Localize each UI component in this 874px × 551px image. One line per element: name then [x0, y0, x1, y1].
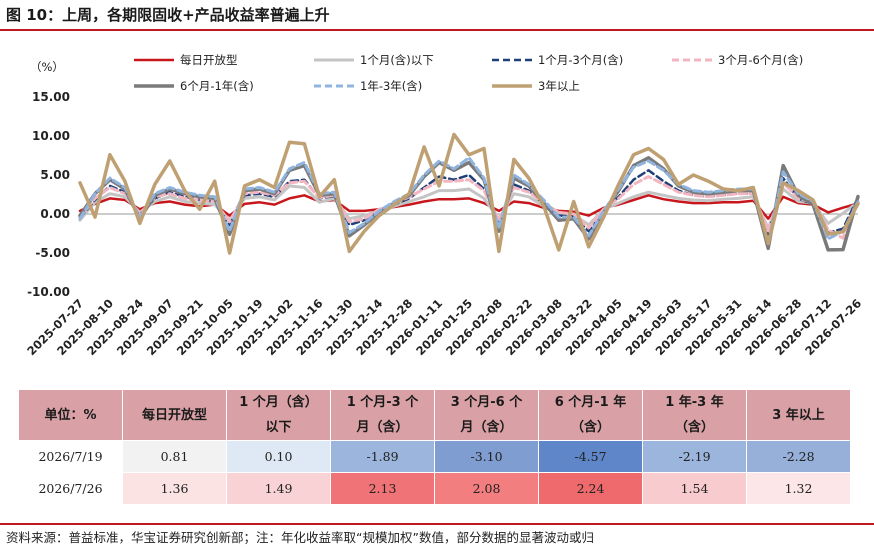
y-tick-label: 5.00 [40, 168, 70, 182]
title-rule [0, 29, 874, 31]
legend-label-5: 1年-3年(含) [360, 79, 422, 93]
header-1y-3y: 1 年-3 年（含） [642, 389, 747, 441]
legend-label-2: 1个月-3个月(含) [538, 53, 623, 67]
table-cell: 2.08 [434, 472, 539, 505]
series-line-3 [78, 175, 860, 240]
x-axis-ticks: 2025-07-272025-08-102025-08-242025-09-07… [24, 296, 864, 358]
table-cell: 2.13 [330, 472, 435, 505]
header-6m-1y: 6 个月-1 年（含） [538, 389, 643, 441]
y-tick-label: 10.00 [32, 129, 70, 143]
footnote: 资料来源：普益标准，华宝证券研究创新部；注：年化收益率取“规模加权”数值，部分数… [6, 530, 594, 545]
table-header-row: 单位：% 每日开放型 1 个月（含） 以下 1 个月-3 个月（含） 3 个月-6… [18, 389, 851, 441]
table-cell: 0.81 [122, 440, 227, 473]
legend-label-0: 每日开放型 [180, 53, 238, 67]
y-axis-ticks: 15.00 10.00 5.00 0.00 -5.00 -10.00 [27, 90, 70, 299]
row-date: 2026/7/19 [18, 440, 123, 473]
y-tick-label: 15.00 [32, 90, 70, 104]
header-unit: 单位：% [18, 389, 123, 441]
line-chart: 每日开放型 1个月(含)以下 1个月-3个月(含) 3个月-6个月(含) 6个月-1年(… [24, 53, 864, 358]
table-cell: 1.54 [642, 472, 747, 505]
y-tick-label: -5.00 [35, 246, 70, 260]
y-tick-label: -10.00 [27, 285, 70, 299]
y-tick-label: 0.00 [40, 207, 70, 221]
table-cell: 1.36 [122, 472, 227, 505]
header-3y-above: 3 年以上 [746, 389, 851, 441]
header-1m-below: 1 个月（含） 以下 [226, 389, 331, 441]
legend-label-6: 3年以上 [538, 79, 580, 93]
table-cell: 0.10 [226, 440, 331, 473]
table-cell: -2.28 [746, 440, 851, 473]
table-cell: -3.10 [434, 440, 539, 473]
footer-rule [0, 523, 874, 525]
series-line-1 [78, 184, 860, 230]
legend: 每日开放型 1个月(含)以下 1个月-3个月(含) 3个月-6个月(含) 6个月-1年(… [134, 53, 803, 93]
table-cell: -4.57 [538, 440, 643, 473]
figure-title: 图 10：上周，各期限固收+产品收益率普遍上升 [6, 6, 330, 24]
header-1m-3m: 1 个月-3 个月（含） [330, 389, 435, 441]
legend-label-3: 3个月-6个月(含) [718, 53, 803, 67]
y-axis-unit-label: （%） [30, 60, 64, 74]
header-daily-open: 每日开放型 [122, 389, 227, 441]
header-3m-6m: 3 个月-6 个月（含） [434, 389, 539, 441]
table-cell: -2.19 [642, 440, 747, 473]
table-cell: 1.49 [226, 472, 331, 505]
table-cell: -1.89 [330, 440, 435, 473]
table-cell: 2.24 [538, 472, 643, 505]
row-date: 2026/7/26 [18, 472, 123, 505]
summary-table: 单位：% 每日开放型 1 个月（含） 以下 1 个月-3 个月（含） 3 个月-6… [18, 389, 851, 505]
series-line-4 [78, 156, 860, 252]
legend-label-1: 1个月(含)以下 [360, 53, 434, 67]
table-row: 2026/7/19 0.81 0.10 -1.89 -3.10 -4.57 -2.19 -2.… [18, 440, 851, 473]
series-line-6 [78, 132, 860, 255]
table-row: 2026/7/26 1.36 1.49 2.13 2.08 2.24 1.54 1.32 [18, 472, 851, 505]
table-cell: 1.32 [746, 472, 851, 505]
legend-label-4: 6个月-1年(含) [180, 79, 254, 93]
series-layer [78, 132, 860, 255]
